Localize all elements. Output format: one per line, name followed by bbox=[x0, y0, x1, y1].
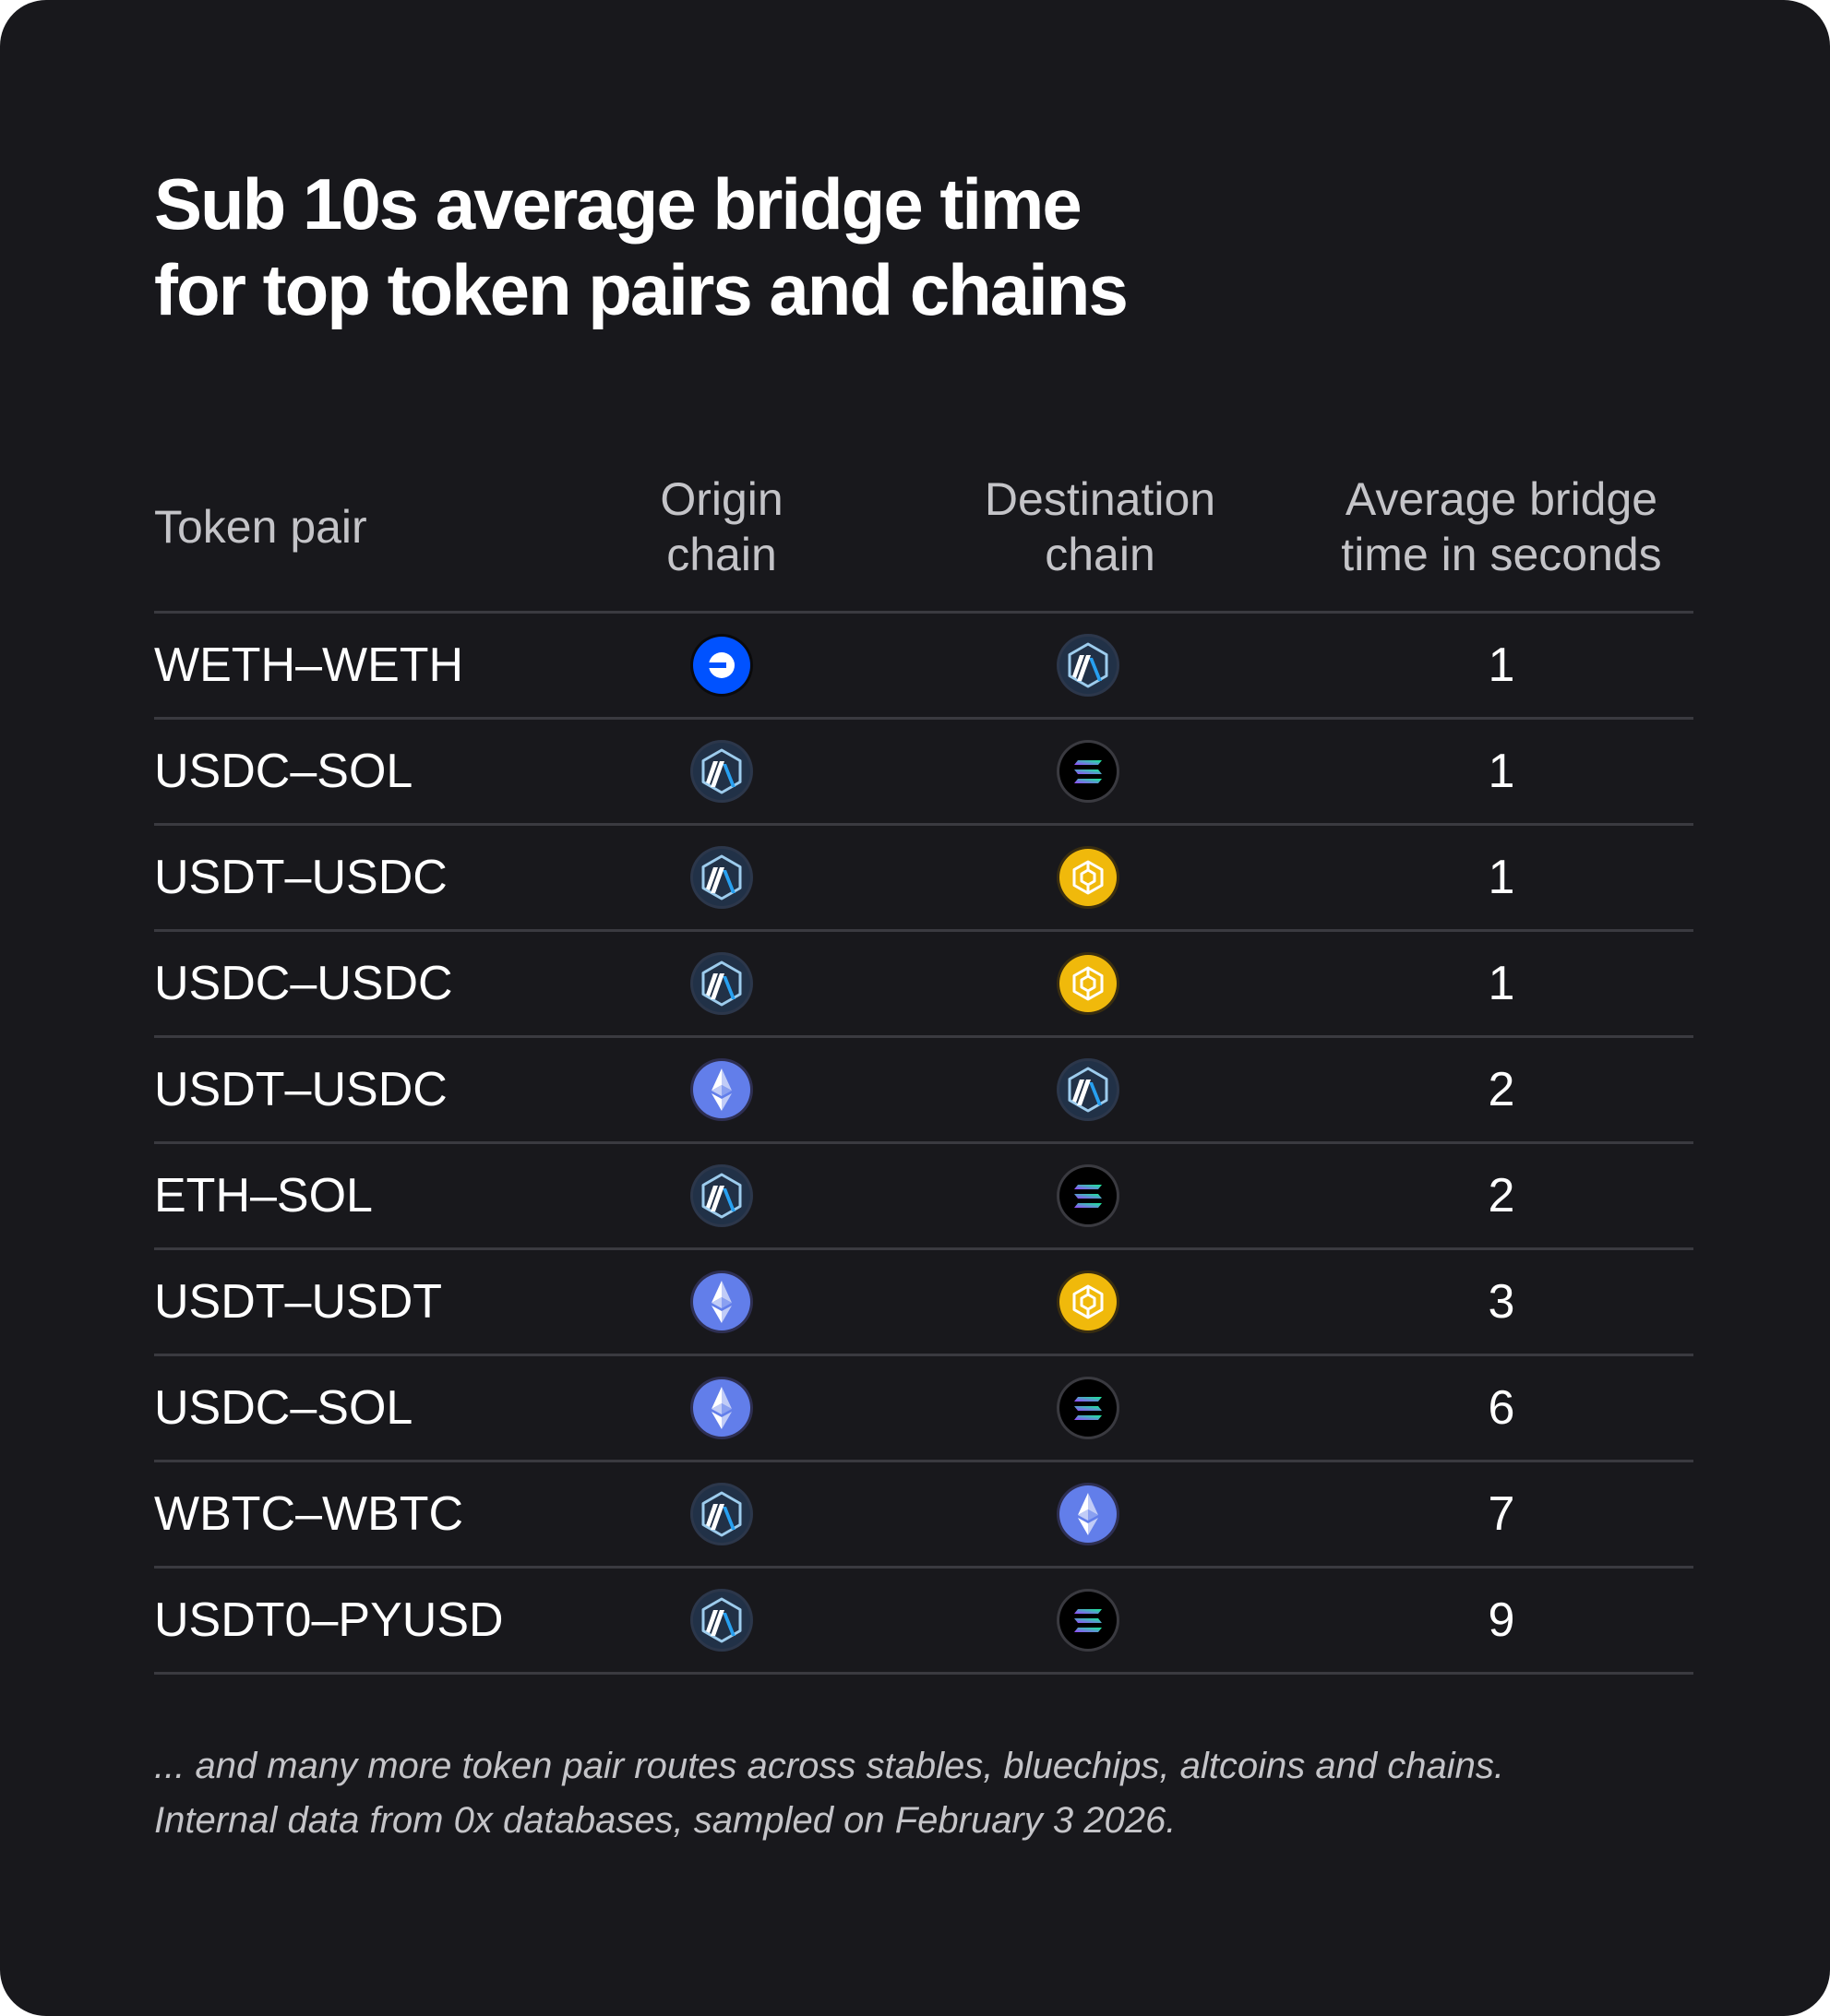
header-destination-chain: Destination chain bbox=[915, 443, 1285, 611]
table-body: WETH–WETH 1 USDC–SOL bbox=[154, 611, 1693, 1675]
arbitrum-icon bbox=[690, 740, 753, 803]
bnb-icon bbox=[1057, 846, 1119, 909]
token-pair: USDC–SOL bbox=[154, 1381, 413, 1435]
table-row: WETH–WETH 1 bbox=[154, 611, 1693, 717]
bridge-time-table: Token pair Origin chain Destination chai… bbox=[154, 443, 1693, 1675]
table-row: USDT–USDT 3 bbox=[154, 1247, 1693, 1354]
ethereum-icon bbox=[690, 1270, 753, 1333]
average-time: 2 bbox=[1488, 1063, 1515, 1116]
table-row: WBTC–WBTC 7 bbox=[154, 1460, 1693, 1566]
solana-icon bbox=[1057, 1164, 1119, 1227]
header-time-line-2: time in seconds bbox=[1341, 529, 1662, 580]
average-time: 6 bbox=[1488, 1381, 1515, 1435]
table-row: ETH–SOL 2 bbox=[154, 1141, 1693, 1247]
average-time: 1 bbox=[1488, 745, 1515, 798]
page-title: Sub 10s average bridge time for top toke… bbox=[154, 161, 1538, 333]
header-token-pair-label: Token pair bbox=[154, 501, 367, 553]
average-time: 9 bbox=[1488, 1593, 1515, 1647]
table-row: USDT0–PYUSD 9 bbox=[154, 1566, 1693, 1675]
header-origin-line-1: Origin bbox=[660, 473, 783, 525]
average-time: 7 bbox=[1488, 1487, 1515, 1541]
ethereum-icon bbox=[1057, 1483, 1119, 1545]
solana-icon bbox=[1057, 740, 1119, 803]
token-pair: USDT–USDT bbox=[154, 1275, 443, 1329]
base-icon bbox=[690, 634, 753, 697]
table-row: USDT–USDC 2 bbox=[154, 1035, 1693, 1141]
title-line-1: Sub 10s average bridge time bbox=[154, 163, 1082, 245]
token-pair: ETH–SOL bbox=[154, 1169, 373, 1223]
table-row: USDT–USDC 1 bbox=[154, 823, 1693, 929]
header-token-pair: Token pair bbox=[154, 443, 616, 611]
header-destination-line-2: chain bbox=[1045, 529, 1155, 580]
footnote-line-1: ... and many more token pair routes acro… bbox=[154, 1746, 1504, 1786]
table-row: USDC–SOL 1 bbox=[154, 717, 1693, 823]
average-time: 1 bbox=[1488, 957, 1515, 1010]
token-pair: WETH–WETH bbox=[154, 638, 464, 692]
footnote: ... and many more token pair routes acro… bbox=[154, 1739, 1723, 1848]
header-destination-line-1: Destination bbox=[984, 473, 1216, 525]
table-header: Token pair Origin chain Destination chai… bbox=[154, 443, 1693, 611]
token-pair: USDC–SOL bbox=[154, 745, 413, 798]
ethereum-icon bbox=[690, 1058, 753, 1121]
header-average-time: Average bridge time in seconds bbox=[1308, 443, 1695, 611]
bnb-icon bbox=[1057, 1270, 1119, 1333]
arbitrum-icon bbox=[690, 952, 753, 1015]
token-pair: USDT–USDC bbox=[154, 1063, 448, 1116]
solana-icon bbox=[1057, 1589, 1119, 1652]
ethereum-icon bbox=[690, 1377, 753, 1439]
arbitrum-icon bbox=[690, 846, 753, 909]
solana-icon bbox=[1057, 1377, 1119, 1439]
arbitrum-icon bbox=[1057, 634, 1119, 697]
table-row: USDC–USDC 1 bbox=[154, 929, 1693, 1035]
arbitrum-icon bbox=[690, 1589, 753, 1652]
token-pair: USDC–USDC bbox=[154, 957, 453, 1010]
bnb-icon bbox=[1057, 952, 1119, 1015]
footnote-line-2: Internal data from 0x databases, sampled… bbox=[154, 1800, 1177, 1841]
average-time: 1 bbox=[1488, 851, 1515, 904]
arbitrum-icon bbox=[690, 1483, 753, 1545]
arbitrum-icon bbox=[690, 1164, 753, 1227]
average-time: 3 bbox=[1488, 1275, 1515, 1329]
header-origin-chain: Origin chain bbox=[611, 443, 832, 611]
title-line-2: for top token pairs and chains bbox=[154, 249, 1129, 330]
average-time: 1 bbox=[1488, 638, 1515, 692]
token-pair: WBTC–WBTC bbox=[154, 1487, 464, 1541]
average-time: 2 bbox=[1488, 1169, 1515, 1223]
header-origin-line-2: chain bbox=[666, 529, 777, 580]
table-row: USDC–SOL 6 bbox=[154, 1354, 1693, 1460]
token-pair: USDT0–PYUSD bbox=[154, 1593, 504, 1647]
arbitrum-icon bbox=[1057, 1058, 1119, 1121]
token-pair: USDT–USDC bbox=[154, 851, 448, 904]
header-time-line-1: Average bridge bbox=[1345, 473, 1658, 525]
